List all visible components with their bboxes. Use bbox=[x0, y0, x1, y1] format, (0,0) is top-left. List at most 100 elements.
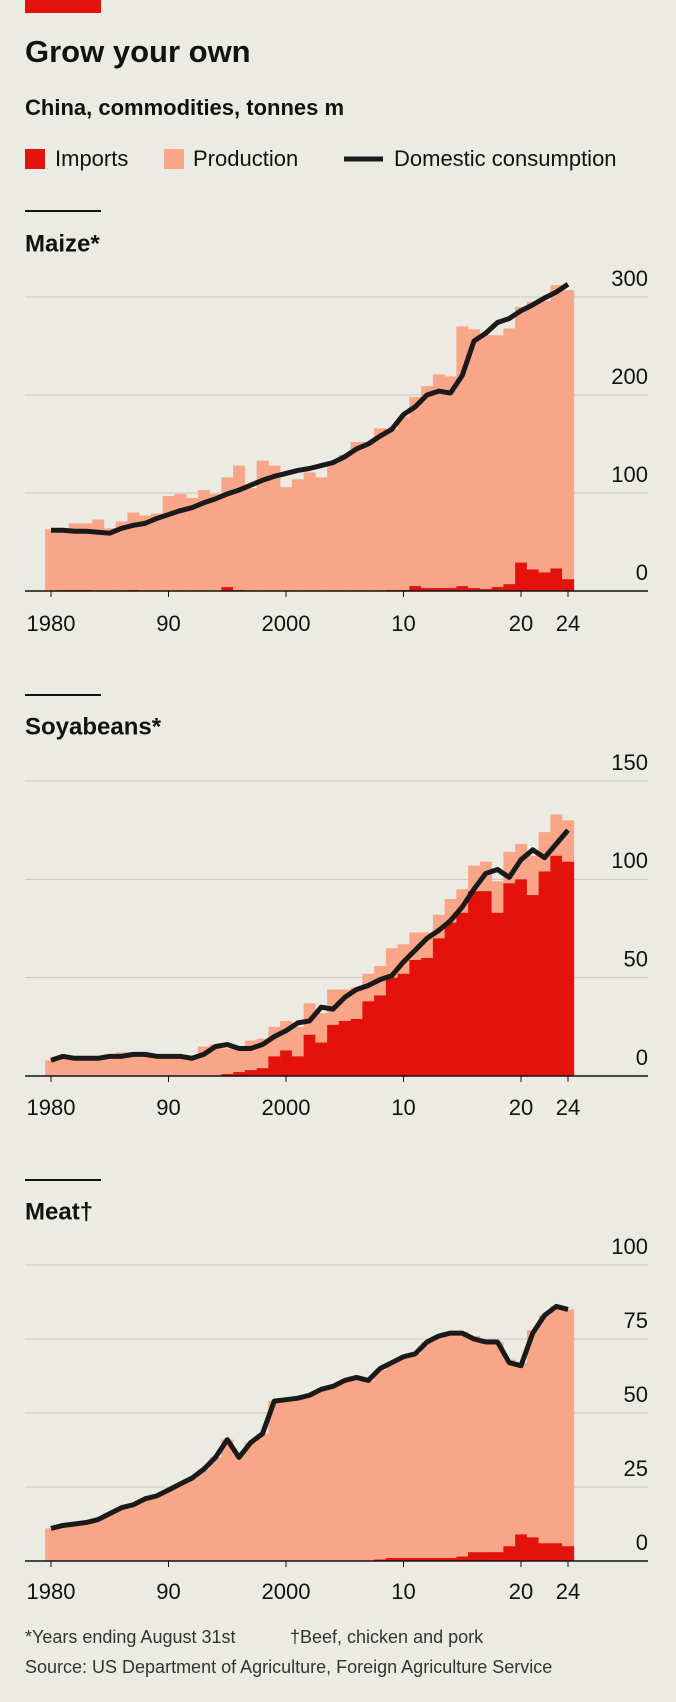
imports-bar bbox=[409, 586, 422, 591]
production-bar bbox=[233, 465, 246, 591]
production-bar bbox=[268, 1401, 281, 1561]
imports-bar bbox=[268, 1056, 281, 1076]
production-bar bbox=[374, 1370, 387, 1560]
production-bar bbox=[68, 1058, 81, 1076]
production-bar bbox=[162, 1054, 175, 1076]
y-tick-label: 50 bbox=[624, 946, 648, 971]
imports-bar bbox=[409, 1558, 422, 1561]
imports-bar bbox=[338, 1020, 351, 1076]
imports-bar bbox=[456, 586, 469, 591]
x-tick-label: 20 bbox=[509, 1095, 533, 1120]
production-bar bbox=[550, 1306, 563, 1544]
production-bar bbox=[56, 1058, 69, 1076]
production-bar bbox=[80, 1522, 93, 1561]
x-tick-label: 10 bbox=[391, 1095, 415, 1120]
x-tick-label: 1980 bbox=[27, 1579, 76, 1604]
legend-swatch bbox=[25, 149, 45, 169]
imports-bar bbox=[291, 1056, 304, 1076]
title: Grow your own bbox=[25, 34, 251, 69]
footnote: *Years ending August 31st bbox=[25, 1627, 236, 1647]
x-tick-label: 24 bbox=[556, 1579, 580, 1604]
production-bar bbox=[526, 855, 539, 896]
production-bar bbox=[421, 1341, 434, 1559]
production-bar bbox=[550, 285, 563, 569]
production-bar bbox=[92, 1056, 105, 1076]
production-bar bbox=[350, 1377, 363, 1561]
production-bar bbox=[479, 1341, 492, 1553]
production-bar bbox=[209, 1457, 222, 1561]
consumption-line bbox=[51, 282, 570, 536]
production-bar bbox=[139, 1054, 152, 1076]
y-tick-label: 300 bbox=[611, 266, 648, 291]
x-tick-label: 2000 bbox=[262, 1579, 311, 1604]
y-tick-label: 100 bbox=[611, 462, 648, 487]
production-bar bbox=[350, 987, 363, 1019]
imports-bar bbox=[221, 587, 234, 591]
x-tick-label: 20 bbox=[509, 611, 533, 636]
imports-bar bbox=[562, 579, 575, 591]
production-bar bbox=[174, 1484, 187, 1561]
production-bar bbox=[397, 416, 410, 591]
production-bar bbox=[115, 1507, 128, 1561]
production-bar bbox=[503, 1359, 516, 1547]
imports-bar bbox=[432, 1558, 445, 1561]
imports-bar bbox=[479, 891, 492, 1076]
imports-bar bbox=[550, 568, 563, 591]
imports-bar bbox=[503, 1546, 516, 1561]
imports-bar bbox=[421, 1558, 434, 1561]
legend-label: Domestic consumption bbox=[394, 146, 617, 171]
production-bar bbox=[303, 1395, 316, 1561]
production-bar bbox=[374, 428, 387, 591]
imports-bar bbox=[374, 995, 387, 1076]
imports-bar bbox=[444, 922, 457, 1076]
y-tick-label: 100 bbox=[611, 1234, 648, 1259]
subtitle: China, commodities, tonnes m bbox=[25, 95, 344, 120]
imports-bar bbox=[280, 1050, 293, 1076]
imports-bar bbox=[550, 1543, 563, 1561]
consumption-line bbox=[50, 828, 570, 1063]
imports-bar bbox=[303, 1034, 316, 1076]
production-bar bbox=[115, 521, 128, 591]
production-bar bbox=[186, 1478, 199, 1561]
production-bar bbox=[444, 1333, 457, 1559]
production-bar bbox=[221, 1048, 234, 1075]
production-bar bbox=[68, 523, 81, 591]
imports-bar bbox=[468, 891, 481, 1076]
production-bar bbox=[562, 1309, 575, 1547]
imports-bar bbox=[421, 958, 434, 1076]
production-bar bbox=[139, 1498, 152, 1561]
production-bar bbox=[468, 329, 481, 589]
x-tick-label: 10 bbox=[391, 1579, 415, 1604]
production-bar bbox=[127, 1504, 140, 1561]
imports-bar bbox=[397, 973, 410, 1076]
production-bar bbox=[45, 1060, 58, 1076]
production-bar bbox=[68, 1524, 81, 1561]
brand-bar bbox=[25, 0, 101, 13]
production-bar bbox=[162, 495, 175, 591]
production-bar bbox=[221, 477, 234, 588]
x-tick-label: 24 bbox=[556, 1095, 580, 1120]
y-tick-label: 100 bbox=[611, 848, 648, 873]
production-bar bbox=[385, 1362, 398, 1559]
production-bar bbox=[456, 1331, 469, 1557]
imports-bar bbox=[432, 588, 445, 591]
y-tick-label: 0 bbox=[636, 560, 648, 585]
production-bar bbox=[327, 463, 340, 591]
production-bar bbox=[150, 1495, 163, 1561]
production-bar bbox=[162, 1489, 175, 1561]
production-bar bbox=[491, 335, 504, 588]
imports-bar bbox=[421, 588, 434, 591]
legend-swatch bbox=[164, 149, 184, 169]
production-bar bbox=[233, 1454, 246, 1561]
imports-bar bbox=[526, 1537, 539, 1561]
y-tick-label: 25 bbox=[624, 1456, 648, 1481]
production-bar bbox=[538, 300, 551, 573]
production-bar bbox=[409, 396, 422, 587]
imports-bar bbox=[562, 861, 575, 1076]
production-bar bbox=[103, 1054, 116, 1076]
production-bar bbox=[186, 497, 199, 591]
production-bar bbox=[526, 1330, 539, 1538]
production-bar bbox=[303, 472, 316, 591]
panel-title: Meat† bbox=[25, 1198, 93, 1225]
